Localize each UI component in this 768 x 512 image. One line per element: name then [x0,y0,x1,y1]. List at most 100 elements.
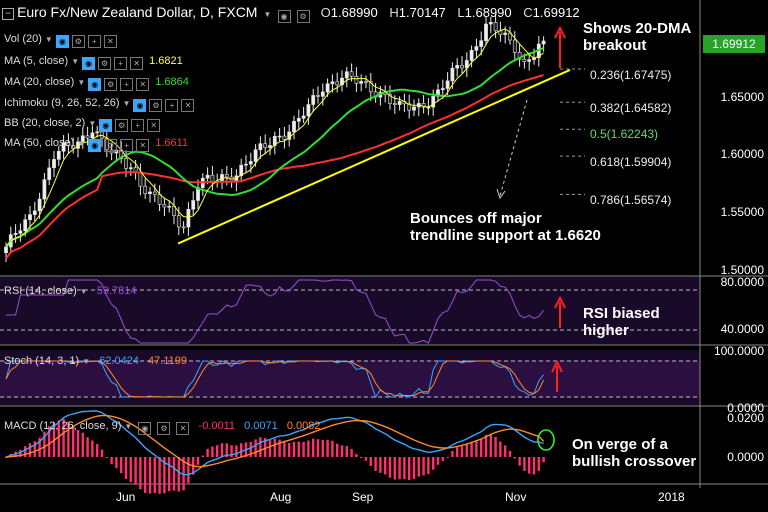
candle-body [23,219,28,232]
x-tick-jun: Jun [116,490,136,504]
macd-hist-bar [518,457,521,466]
chevron-down-icon[interactable]: ▼ [122,99,131,108]
candle-body [306,104,311,117]
visibility-icon[interactable]: ◉ [82,57,96,70]
candle-body [176,215,181,228]
stoch-tick: 100.0000 [713,344,764,358]
settings-icon[interactable]: ⚙ [98,57,112,70]
add-icon[interactable]: + [114,57,128,70]
fib-level-0618: 0.618(1.59904) [590,155,672,169]
macd-hist-bar [408,457,411,481]
macd-hist-bar [225,443,228,457]
macd-tick: 0.0000 [727,450,764,464]
chevron-down-icon[interactable]: ▼ [77,78,86,87]
macd-hist-bar [470,441,473,457]
rsi-legend[interactable]: RSI (14, close) ▼ 59.7814 [4,285,137,297]
candle-body [263,143,268,148]
candle-body [268,145,272,148]
rsi-arrowhead [554,295,566,309]
fib-level-0236: 0.236(1.67475) [590,68,672,82]
chevron-down-icon[interactable]: ▼ [82,357,91,366]
fib-level-0786: 0.786(1.56574) [590,193,672,207]
candle-body [320,91,325,97]
candle-body [13,233,18,235]
macd-hist-bar [388,457,392,478]
symbol-title[interactable]: Euro Fx/New Zealand Dollar, D, FXCM [17,4,258,20]
annotation-rsi: RSI biased higher [583,305,660,339]
add-icon[interactable]: + [131,119,145,132]
visibility-icon[interactable]: ◉ [55,35,69,48]
visibility-icon[interactable]: ◉ [277,10,291,23]
chevron-down-icon[interactable]: ▼ [44,35,53,44]
macd-hist-bar [523,457,526,471]
settings-icon[interactable]: ⚙ [296,10,310,23]
stoch-d-value: 47.1199 [148,355,187,367]
close-icon[interactable]: ✕ [136,78,150,91]
macd-hist-bar [384,457,387,475]
indicator-legend[interactable]: BB (20, close, 2) ▼ ◉ ⚙ + ✕ [4,117,166,132]
settings-icon[interactable]: ⚙ [104,139,118,152]
macd-legend[interactable]: MACD (12, 26, close, 9) ▼ ◉ ⚙ ✕ -0.0011 0… [4,420,320,435]
close-icon[interactable]: ✕ [103,35,117,48]
candle-body [311,95,316,105]
add-icon[interactable]: + [120,139,134,152]
indicator-legend[interactable]: MA (5, close) ▼ ◉ ⚙ + ✕ 1.6821 [4,55,183,70]
indicator-legend[interactable]: Ichimoku (9, 26, 52, 26) ▼ ◉ ⚙ + ✕ [4,97,200,112]
stoch-legend[interactable]: Stoch (14, 3, 1) ▼ 62.0424 47.1199 [4,355,187,367]
macd-hist-bar [364,457,368,461]
add-icon[interactable]: + [120,78,134,91]
candle-body [253,149,258,162]
candle-body [421,103,426,108]
visibility-icon[interactable]: ◉ [99,119,113,132]
macd-hist-bar [115,457,118,469]
macd-hist-bar [427,457,430,475]
chevron-down-icon[interactable]: ▼ [88,119,97,128]
indicator-value: 1.6611 [155,137,189,149]
settings-icon[interactable]: ⚙ [149,99,163,112]
indicator-legend[interactable]: Vol (20) ▼ ◉ ⚙ + ✕ [4,33,123,48]
chevron-down-icon[interactable]: ▼ [124,422,133,431]
chevron-down-icon[interactable]: ▼ [79,287,88,296]
candle-body [32,210,37,215]
settings-icon[interactable]: ⚙ [104,78,118,91]
macd-hist-bar [513,457,516,459]
macd-hist-bar [465,444,468,457]
candle-body [80,135,85,143]
chevron-down-icon[interactable]: ▼ [77,139,86,148]
add-icon[interactable]: + [165,99,179,112]
chart-header: − Euro Fx/New Zealand Dollar, D, FXCM ▼ … [2,4,580,23]
close-icon[interactable]: ✕ [176,422,190,435]
chevron-down-icon[interactable]: ▼ [263,10,272,19]
visibility-icon[interactable]: ◉ [133,99,147,112]
indicator-label: MA (5, close) [4,55,69,67]
close-icon[interactable]: ✕ [147,119,161,132]
collapse-icon[interactable]: − [2,8,14,20]
candle-body [522,58,527,62]
close-icon[interactable]: ✕ [136,139,150,152]
indicator-legend[interactable]: MA (50, close) ▼ ◉ ⚙ + ✕ 1.6611 [4,137,188,152]
chevron-down-icon[interactable]: ▼ [71,57,80,66]
settings-icon[interactable]: ⚙ [71,35,85,48]
settings-icon[interactable]: ⚙ [157,422,171,435]
macd-hist-bar [508,450,512,457]
candle-body [292,121,296,133]
high-value: 1.70147 [398,5,446,20]
macd-value: 0.0071 [244,420,278,432]
visibility-icon[interactable]: ◉ [88,78,102,91]
close-icon[interactable]: ✕ [181,99,195,112]
close-value: 1.69912 [532,5,580,20]
add-icon[interactable]: + [87,35,101,48]
macd-hist-bar [302,442,305,457]
visibility-icon[interactable]: ◉ [88,139,102,152]
annotation-trendline: Bounces off major trendline support at 1… [410,210,601,244]
settings-icon[interactable]: ⚙ [115,119,129,132]
macd-hist-bar [158,457,161,494]
macd-hist-bar [110,457,113,465]
candle-body [224,174,229,178]
rsi-line [6,279,544,344]
indicator-legend[interactable]: MA (20, close) ▼ ◉ ⚙ + ✕ 1.6864 [4,76,189,91]
candle-body [210,174,215,182]
macd-hist-bar [484,434,488,457]
close-icon[interactable]: ✕ [130,57,144,70]
visibility-icon[interactable]: ◉ [138,422,152,435]
